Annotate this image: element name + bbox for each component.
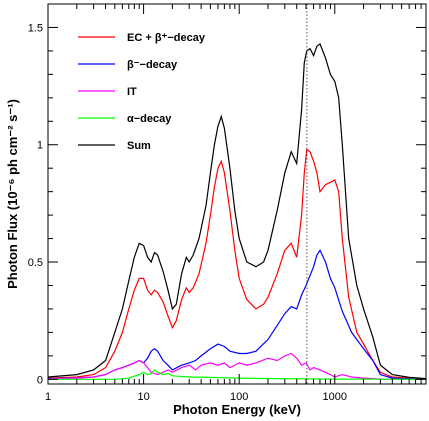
x-tick-label-2: 100	[230, 391, 248, 403]
y-tick-label-3: 1.5	[28, 22, 43, 34]
x-tick-label-1: 10	[137, 391, 149, 403]
plot-lines	[48, 42, 426, 380]
y-axis-label: Photon Flux (10⁻⁶ ph cm⁻² s⁻¹)	[5, 99, 20, 289]
x-axis-label: Photon Energy (keV)	[173, 402, 301, 417]
legend-label-4: Sum	[127, 140, 151, 152]
legend-label-0: EC + β⁺−decay	[127, 32, 206, 44]
y-tick-label-2: 1	[37, 140, 43, 152]
tick-labels: 1 10 100 1000 0 0.5 1 1.5	[28, 22, 347, 403]
plot-frame	[47, 3, 427, 385]
series-line-0	[48, 148, 426, 380]
x-tick-label-0: 1	[45, 391, 51, 403]
legend-label-1: β⁻−decay	[127, 59, 178, 71]
series-line-2	[48, 352, 426, 380]
legend-label-2: IT	[127, 86, 137, 98]
legend: EC + β⁺−decay β⁻−decay IT α−decay Sum	[78, 32, 206, 152]
x-tick-label-3: 1000	[323, 391, 347, 403]
series-line-1	[48, 249, 426, 380]
series-line-3	[48, 369, 426, 380]
y-tick-label-0: 0	[37, 374, 43, 386]
series-line-4	[48, 42, 426, 380]
y-tick-label-1: 0.5	[28, 257, 43, 269]
axis-ticks	[47, 4, 427, 384]
legend-label-3: α−decay	[127, 113, 172, 125]
